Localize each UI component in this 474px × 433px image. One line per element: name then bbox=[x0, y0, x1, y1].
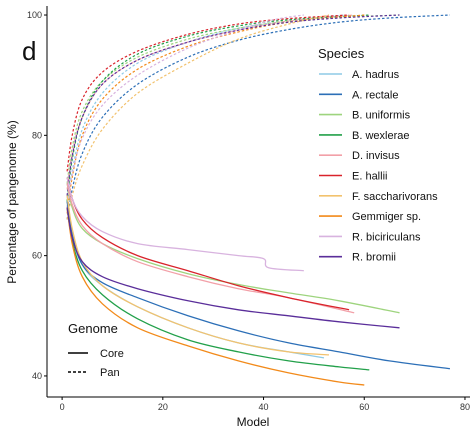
axis-ticks: 0 20 40 60 80 40 60 80 100 bbox=[27, 10, 470, 412]
legend-label-a-rectale: A. rectale bbox=[352, 89, 398, 101]
series-core-f-saccharivorans bbox=[66, 195, 330, 356]
series-pan-r-bromii bbox=[66, 14, 400, 196]
legend-label-b-wexlerae: B. wexlerae bbox=[352, 130, 409, 142]
x-tick-label: 80 bbox=[460, 402, 470, 412]
series-pan-f-saccharivorans bbox=[66, 14, 330, 220]
series-core-a-rectale bbox=[66, 201, 450, 370]
series-core-b-uniformis bbox=[66, 183, 400, 314]
series-core-b-wexlerae bbox=[66, 207, 370, 371]
legend-label-a-hadrus: A. hadrus bbox=[352, 69, 400, 81]
series-pan-d-invisus bbox=[66, 14, 355, 190]
series-core-r-bromii bbox=[66, 207, 400, 329]
legend-label-r-bromii: R. bromii bbox=[352, 252, 396, 264]
y-tick-label: 100 bbox=[27, 10, 42, 20]
plot-area bbox=[66, 14, 450, 386]
y-tick-label: 60 bbox=[32, 251, 42, 261]
series-core-r-biciriculans bbox=[66, 177, 304, 272]
series-pan-r-biciriculans bbox=[66, 14, 304, 208]
legend-label-b-uniformis: B. uniformis bbox=[352, 110, 411, 122]
series-pan-b-wexlerae bbox=[66, 14, 370, 202]
x-tick-label: 0 bbox=[60, 402, 65, 412]
genome-legend-title: Genome bbox=[68, 321, 118, 336]
legend-label-d-invisus: D. invisus bbox=[352, 150, 400, 162]
y-axis-label: Percentage of pangenome (%) bbox=[5, 120, 19, 283]
genome-label-pan: Pan bbox=[100, 367, 120, 379]
series-core-gemmiger-sp bbox=[66, 207, 365, 386]
x-tick-label: 40 bbox=[259, 402, 269, 412]
x-tick-label: 60 bbox=[359, 402, 369, 412]
panel-label: d bbox=[22, 36, 36, 66]
series-pan-b-uniformis bbox=[66, 14, 400, 184]
legend-label-e-hallii: E. hallii bbox=[352, 171, 387, 183]
series-pan-a-hadrus bbox=[66, 14, 345, 208]
species-legend-title: Species bbox=[318, 46, 365, 61]
genome-label-core: Core bbox=[100, 348, 124, 360]
series-core-d-invisus bbox=[66, 183, 355, 314]
legend-label-r-biciriculans: R. biciriculans bbox=[352, 231, 421, 243]
species-legend: Species A. hadrus A. rectale B. uniformis B… bbox=[318, 46, 438, 264]
x-tick-label: 20 bbox=[158, 402, 168, 412]
x-axis-label: Model bbox=[237, 415, 270, 429]
legend-label-gemmiger-sp: Gemmiger sp. bbox=[352, 211, 421, 223]
y-tick-label: 40 bbox=[32, 371, 42, 381]
legend-label-f-saccharivorans: F. saccharivorans bbox=[352, 191, 438, 203]
series-pan-e-hallii bbox=[66, 14, 350, 172]
y-tick-label: 80 bbox=[32, 130, 42, 140]
genome-legend: Genome Core Pan bbox=[68, 321, 124, 379]
